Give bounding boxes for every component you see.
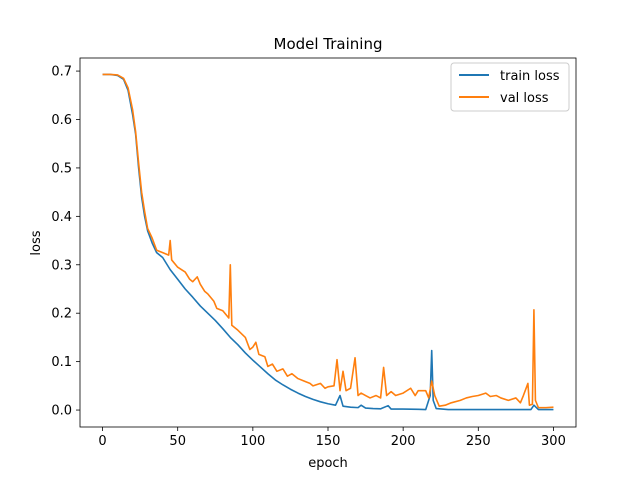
y-tick-label: 0.5 [51,161,72,176]
x-tick-label: 150 [316,434,341,449]
legend-label-val-loss: val loss [500,91,549,106]
legend-label-train-loss: train loss [500,69,560,84]
x-tick-label: 100 [240,434,265,449]
y-axis-label: loss [29,230,44,255]
series-line-train-loss [102,73,554,411]
y-tick-label: 0.7 [51,65,72,80]
x-tick-label: 200 [391,434,416,449]
y-tick-label: 0.2 [51,307,72,322]
series-line-val-loss [102,73,554,409]
x-tick-label: 0 [98,434,106,449]
x-tick-label: 250 [466,434,491,449]
series-layer [102,73,554,411]
y-tick-label: 0.4 [51,210,72,225]
legend: train loss val loss [450,62,570,112]
plot-area [80,58,576,427]
y-tick-label: 0.0 [51,404,72,419]
x-axis: 0 50 100 150 200 250 300 [98,427,566,449]
plot-background [80,58,576,427]
y-axis: 0.0 0.1 0.2 0.3 0.4 0.5 0.6 0.7 [51,65,80,419]
y-tick-label: 0.1 [51,355,72,370]
x-tick-label: 300 [541,434,566,449]
x-axis-label: epoch [308,456,348,471]
chart-title: Model Training [274,35,383,53]
x-tick-label: 50 [169,434,186,449]
y-tick-label: 0.6 [51,113,72,128]
y-tick-label: 0.3 [51,258,72,273]
